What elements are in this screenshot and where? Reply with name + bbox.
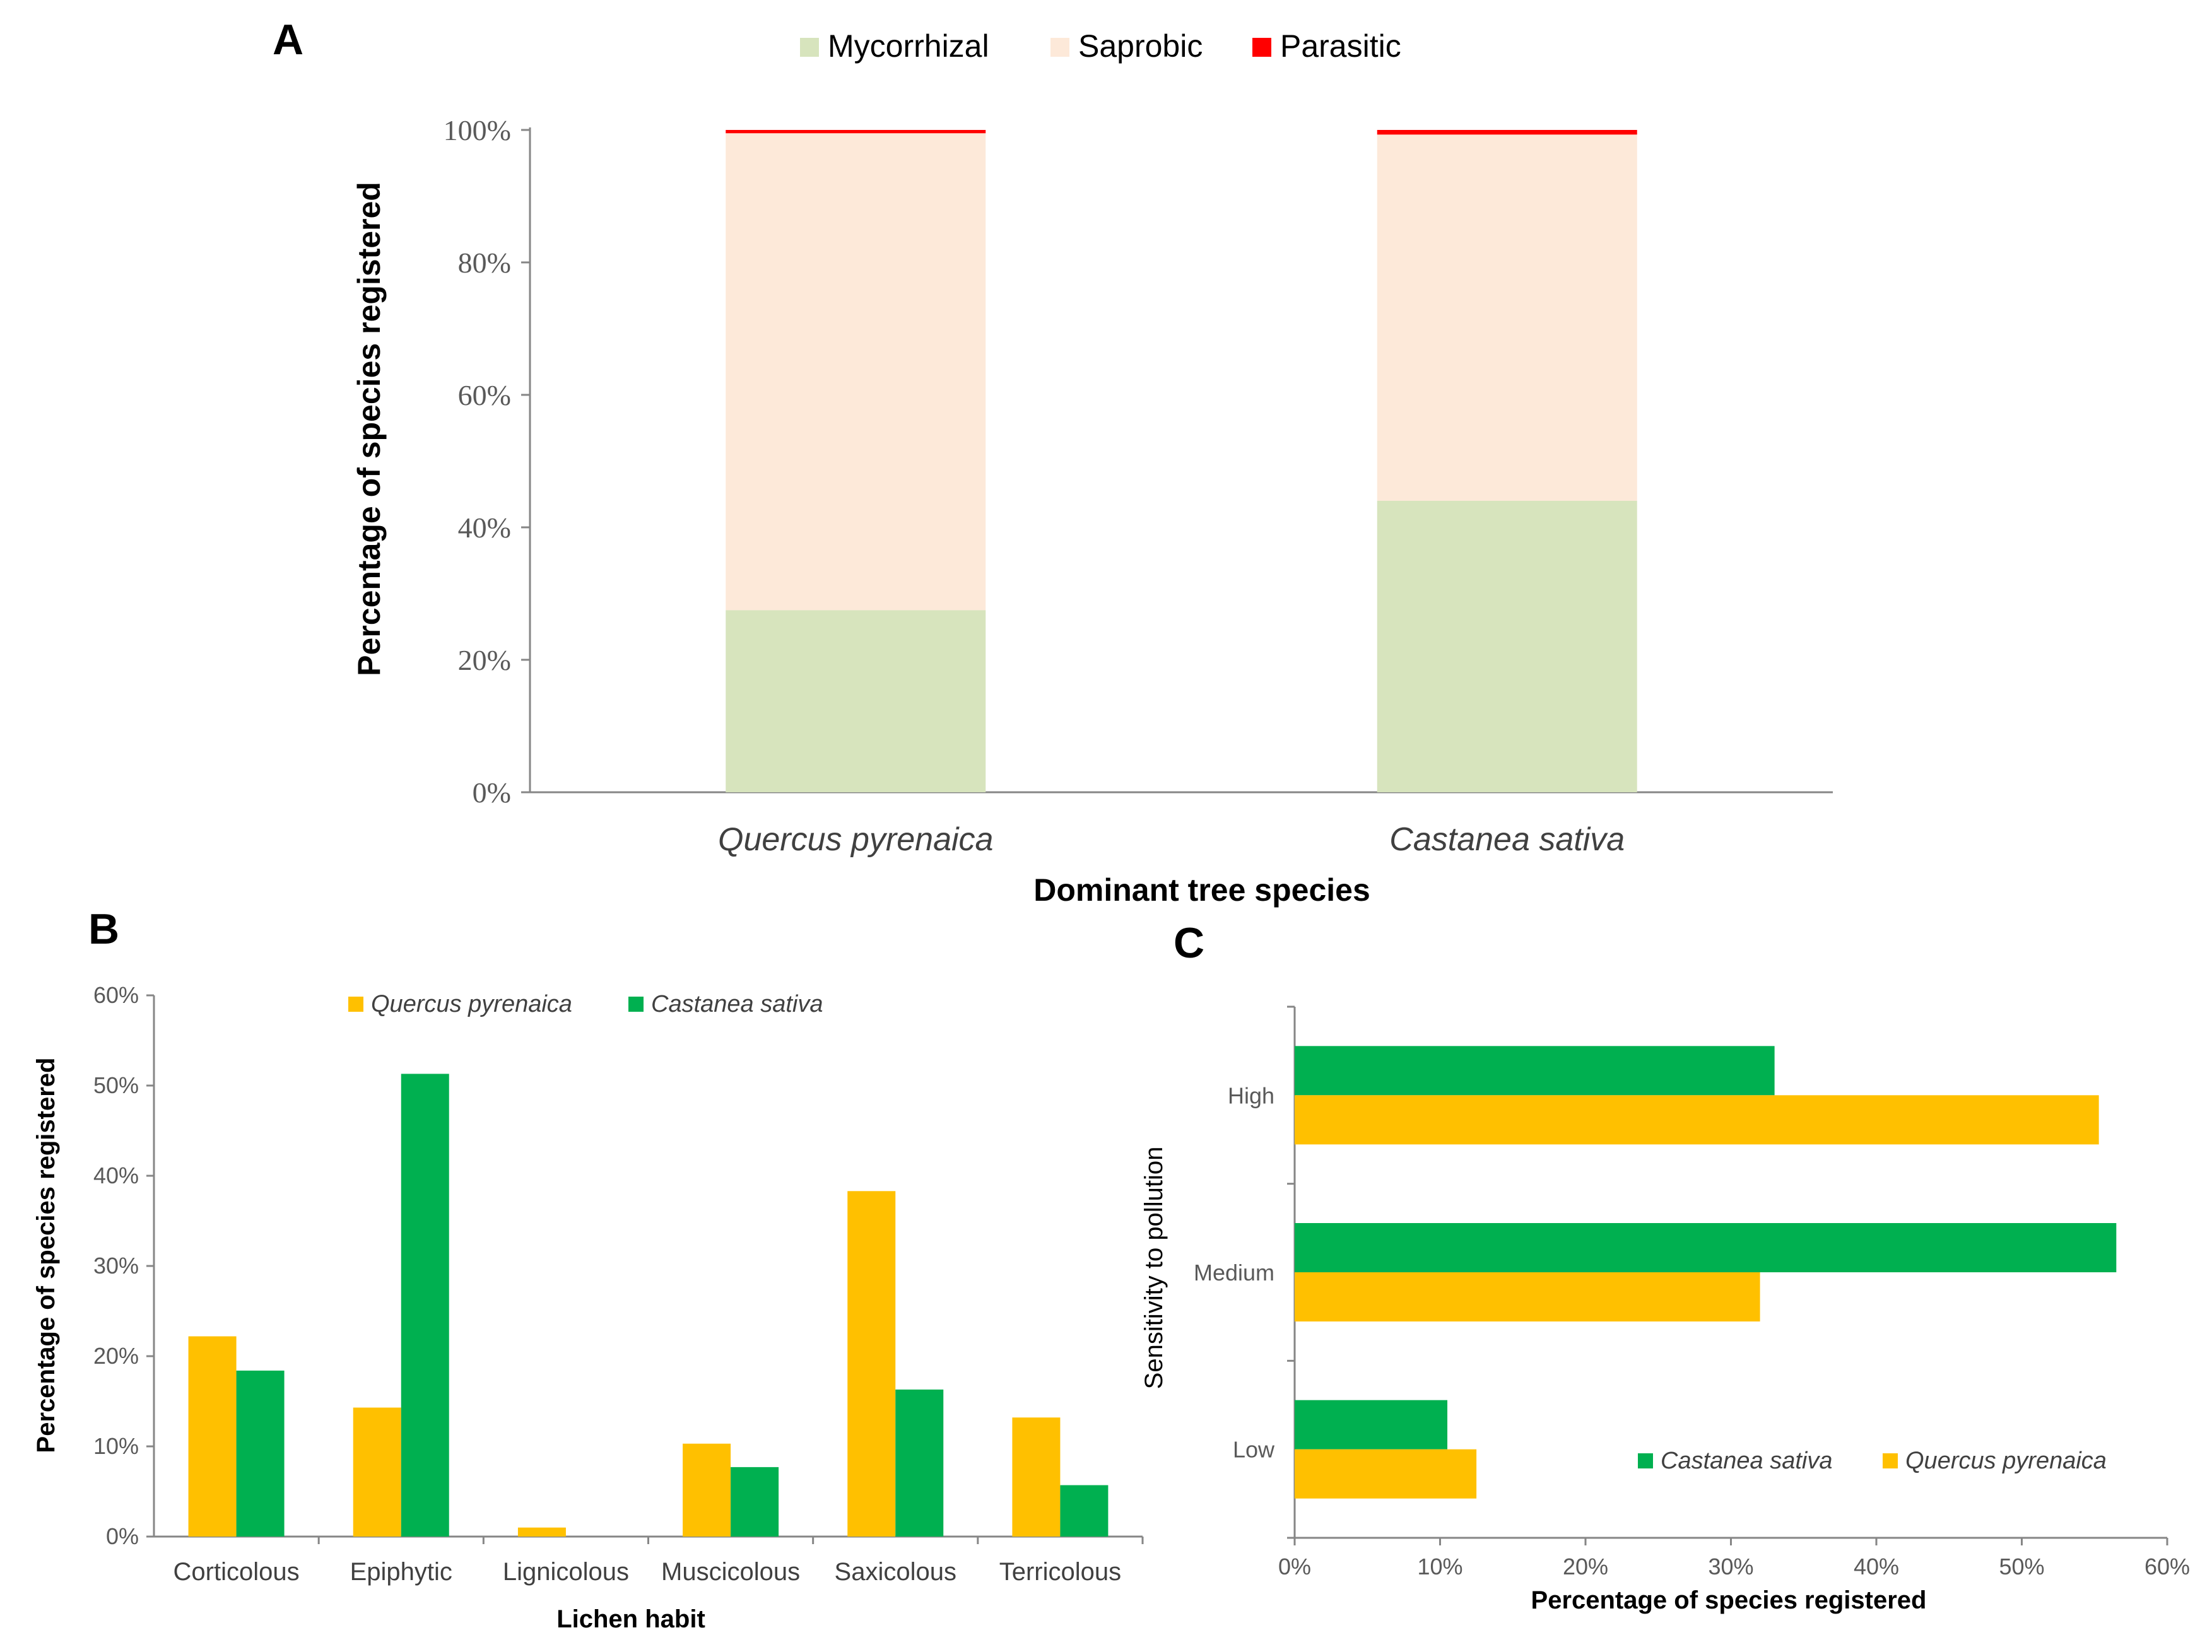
panel-a-bar-saprobic-quercus-pyrenaica: [726, 133, 986, 611]
panel-b-y-tick-label: 60%: [93, 982, 139, 1008]
panel-a-legend-swatch-saprobic: [1050, 38, 1069, 57]
panel-b-bar-quercus-pyrenaica-saxicolous: [847, 1191, 896, 1537]
panel-b-bar-castanea-sativa-saxicolous: [895, 1389, 944, 1537]
panel-c-bars: [1295, 1046, 2117, 1499]
panel-c-bar-quercus-pyrenaica-high: [1295, 1095, 2099, 1145]
panel-c-y-axis: High Medium Low: [1194, 1082, 1275, 1462]
panel-b-y-axis: 0% 10% 20% 30% 40% 50% 60%: [93, 982, 1144, 1549]
panel-b-bar-quercus-pyrenaica-corticolous: [188, 1336, 237, 1537]
panel-b-category-label: Saxicolous: [835, 1558, 956, 1586]
panel-c-bar-castanea-sativa-low: [1295, 1400, 1448, 1450]
panel-c-x-tick-label: 20%: [1563, 1554, 1608, 1579]
panel-a-category-label: Quercus pyrenaica: [718, 821, 993, 858]
panel-b-legend-label-castanea-sativa: Castanea sativa: [651, 991, 823, 1017]
panel-b-letter: B: [88, 905, 119, 953]
panel-a-bar-mycorrhizal-castanea-sativa: [1377, 501, 1637, 792]
panel-a-bar-parasitic-castanea-sativa: [1377, 130, 1637, 135]
panel-b-category-label: Lignicolous: [503, 1558, 629, 1586]
panel-a-y-tick-label: 40%: [458, 512, 511, 544]
panel-b-bar-quercus-pyrenaica-epiphytic: [353, 1407, 401, 1537]
panel-b-bar-castanea-sativa-epiphytic: [401, 1074, 449, 1537]
panel-b-bar-castanea-sativa-muscicolous: [731, 1467, 779, 1537]
panel-b-category-label: Epiphytic: [350, 1558, 452, 1586]
panel-b-x-axis-title: Lichen habit: [556, 1605, 705, 1633]
panel-a-x-axis-title: Dominant tree species: [1033, 872, 1370, 908]
panel-c-x-tick-label: 40%: [1854, 1554, 1899, 1579]
panel-a-legend-label-mycorrhizal: Mycorrhizal: [828, 28, 989, 64]
panel-b-y-tick-label: 30%: [93, 1253, 139, 1279]
panel-a-y-tick-label: 60%: [458, 379, 511, 411]
panel-c-x-tick-label: 60%: [2144, 1554, 2190, 1579]
panel-a-y-tick-label: 80%: [458, 247, 511, 279]
panel-a-legend-label-parasitic: Parasitic: [1280, 28, 1401, 64]
panel-b-chart: B Quercus pyrenaica Castanea sativa 0% 10%…: [32, 905, 1144, 1633]
panel-b-bar-quercus-pyrenaica-lignicolous: [517, 1527, 566, 1537]
panel-a-bar-mycorrhizal-quercus-pyrenaica: [726, 610, 986, 792]
panel-b-y-tick-label: 10%: [93, 1433, 139, 1459]
panel-a-legend-label-saprobic: Saprobic: [1078, 28, 1203, 64]
panel-b-category-label: Muscicolous: [661, 1558, 800, 1586]
panel-c-x-axis: 0% 10% 20% 30% 40% 50% 60%: [1278, 1005, 2190, 1579]
panel-b-category-label: Corticolous: [174, 1558, 300, 1586]
panel-c-legend: Castanea sativa Quercus pyrenaica: [1638, 1448, 2107, 1474]
panel-c-legend-swatch-quercus-pyrenaica: [1883, 1453, 1898, 1468]
panel-b-bar-castanea-sativa-corticolous: [236, 1370, 285, 1537]
panel-c-bar-quercus-pyrenaica-medium: [1295, 1272, 1760, 1321]
panel-c-category-label: High: [1228, 1082, 1274, 1108]
panel-c-x-tick-label: 30%: [1708, 1554, 1753, 1579]
panel-c-bar-quercus-pyrenaica-low: [1295, 1449, 1477, 1499]
panel-a-legend-swatch-mycorrhizal: [800, 38, 819, 57]
panel-c-letter: C: [1174, 919, 1204, 967]
panel-b-y-tick-label: 20%: [93, 1343, 139, 1369]
panel-a-category-label: Castanea sativa: [1389, 821, 1625, 858]
panel-b-y-tick-label: 40%: [93, 1163, 139, 1188]
panel-b-x-axis: Corticolous Epiphytic Lignicolous Muscicolo…: [174, 1558, 1122, 1586]
panel-a-chart: A Mycorrhizal Saprobic Parasitic 0% 20% 40% 6…: [273, 16, 1833, 908]
panel-a-y-axis-title: Percentage of species registered: [351, 182, 387, 676]
panel-c-x-tick-label: 10%: [1417, 1554, 1462, 1579]
panel-b-y-tick-label: 0%: [106, 1523, 139, 1549]
panel-b-legend-swatch-quercus-pyrenaica: [348, 997, 363, 1012]
panel-c-legend-label-quercus-pyrenaica: Quercus pyrenaica: [1905, 1448, 2107, 1474]
panel-b-legend-label-quercus-pyrenaica: Quercus pyrenaica: [371, 991, 572, 1017]
panel-a-legend: Mycorrhizal Saprobic Parasitic: [800, 28, 1401, 64]
panel-b-bars: [188, 1074, 1109, 1537]
panel-b-bar-quercus-pyrenaica-terricolous: [1012, 1417, 1061, 1537]
panel-a-letter: A: [273, 16, 303, 64]
panel-c-x-tick-label: 0%: [1278, 1554, 1311, 1579]
panel-a-y-tick-label: 0%: [473, 776, 511, 809]
panel-c-bar-castanea-sativa-high: [1295, 1046, 1775, 1096]
panel-a-y-tick-label: 100%: [444, 114, 511, 146]
panel-b-y-axis-title: Percentage of species registered: [32, 1058, 60, 1453]
panel-a-x-axis: Quercus pyrenaica Castanea sativa: [718, 821, 1625, 858]
panel-b-bar-castanea-sativa-terricolous: [1060, 1485, 1109, 1537]
panel-b-bar-quercus-pyrenaica-muscicolous: [683, 1443, 731, 1537]
panel-b-legend-swatch-castanea-sativa: [628, 997, 644, 1012]
panel-b-category-label: Terricolous: [999, 1558, 1121, 1586]
panel-c-legend-swatch-castanea-sativa: [1638, 1453, 1653, 1468]
panel-a-bar-parasitic-quercus-pyrenaica: [726, 130, 986, 134]
panel-a-bars: [726, 130, 1637, 792]
panel-c-bar-castanea-sativa-medium: [1295, 1223, 2117, 1272]
panel-a-bar-saprobic-castanea-sativa: [1377, 134, 1637, 501]
panel-c-legend-label-castanea-sativa: Castanea sativa: [1661, 1448, 1833, 1474]
panel-c-x-axis-title: Percentage of species registered: [1531, 1586, 1927, 1614]
panel-a-y-tick-label: 20%: [458, 644, 511, 676]
panel-b-y-tick-label: 50%: [93, 1072, 139, 1098]
panel-c-y-axis-title: Sensitivity to pollution: [1140, 1147, 1168, 1390]
panel-c-chart: C 0% 10% 20% 30% 40% 50% 60% High Medium Low Cas…: [1140, 919, 2190, 1614]
panel-a-legend-swatch-parasitic: [1252, 38, 1271, 57]
panel-b-legend: Quercus pyrenaica Castanea sativa: [348, 991, 823, 1017]
panel-c-category-label: Medium: [1194, 1260, 1274, 1286]
panel-c-category-label: Low: [1233, 1437, 1275, 1463]
panel-c-x-tick-label: 50%: [1999, 1554, 2044, 1579]
